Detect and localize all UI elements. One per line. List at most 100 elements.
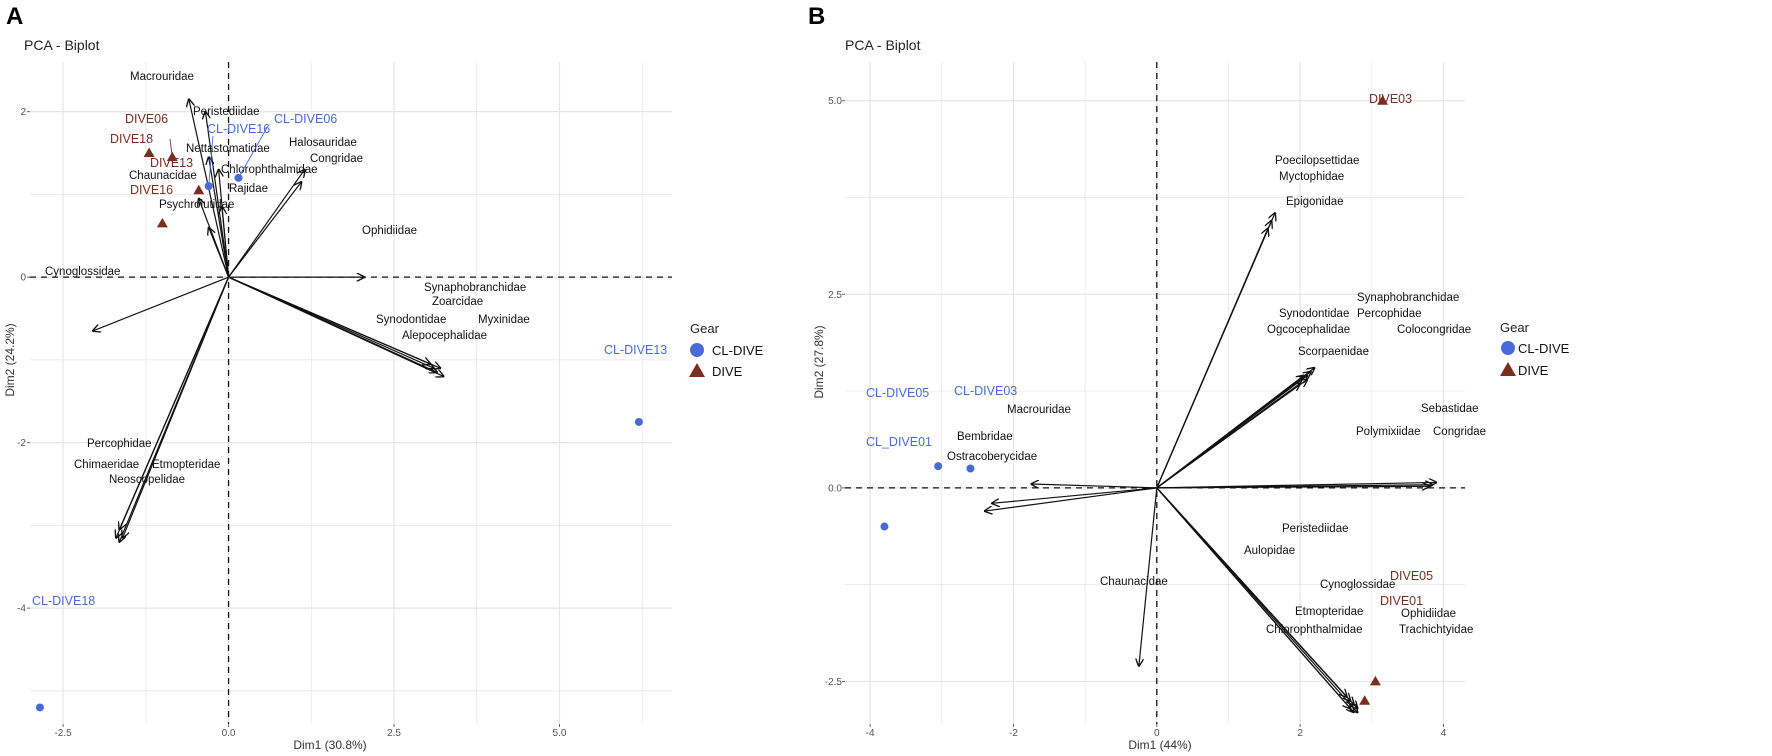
panel-b-legend-title: Gear bbox=[1500, 320, 1530, 335]
panel-a-arrow-chimaeridae bbox=[116, 276, 230, 538]
panel-b-x-tick-label: 4 bbox=[1441, 728, 1447, 739]
panel-b-label-polymixiidae: Polymixiidae bbox=[1356, 426, 1421, 438]
panel-a-arrow-psychrolutidae bbox=[209, 228, 230, 278]
panel-b-y-axis-title: Dim2 (27.8%) bbox=[812, 325, 826, 398]
panel-a-arrow-myxinidae bbox=[228, 276, 441, 368]
panel-a-y-tick-label: 2 bbox=[20, 107, 26, 118]
panel-a-legend-item-cl-dive: CL-DIVE bbox=[712, 343, 764, 358]
panel-b-label-cynoglossidae: Cynoglossidae bbox=[1320, 579, 1395, 591]
panel-b-label-aulopidae: Aulopidae bbox=[1244, 545, 1295, 557]
panel-a-label-neoscopelidae: Neoscopelidae bbox=[109, 474, 185, 486]
panel-a-x-tick-label: 0.0 bbox=[222, 728, 236, 739]
panel-a-point-label-dive06: DIVE06 bbox=[125, 112, 168, 126]
panel-b-label-congridae: Congridae bbox=[1433, 426, 1486, 438]
panel-a-individuals bbox=[35, 147, 643, 712]
panel-a-arrow-alepocephalidae bbox=[228, 276, 444, 376]
panel-a: A PCA - Biplot Macrouridae Peristediidae N… bbox=[3, 3, 764, 752]
panel-a-letter: A bbox=[6, 3, 23, 30]
panel-a-label-chimaeridae: Chimaeridae bbox=[74, 459, 139, 471]
panel-b-label-bembridae: Bembridae bbox=[957, 431, 1013, 443]
panel-b-variable-arrows bbox=[985, 213, 1437, 712]
panel-b-y-tick-label: 2.5 bbox=[828, 290, 842, 301]
panel-b-y-tick-label: 0.0 bbox=[828, 483, 842, 494]
panel-a-label-chlorophthalmidae: Chlorophthalmidae bbox=[221, 164, 318, 176]
panel-b-x-tick-label: -4 bbox=[866, 728, 875, 739]
panel-b-label-scorpaenidae: Scorpaenidae bbox=[1298, 346, 1369, 358]
panel-b-label-colocongridae: Colocongridae bbox=[1397, 324, 1471, 336]
panel-a-label-myxinidae: Myxinidae bbox=[478, 314, 530, 326]
panel-b-y-tick-label: 5.0 bbox=[828, 96, 842, 107]
panel-b-point-cl-dive01 bbox=[880, 522, 889, 531]
panel-b-point-label-dive03: DIVE03 bbox=[1369, 92, 1412, 106]
panel-a-point-dive13 bbox=[193, 184, 205, 195]
panel-b-arrow-scorpaenidae bbox=[1156, 383, 1300, 489]
panel-a-label-halosauridae: Halosauridae bbox=[289, 137, 357, 149]
panel-b-point-label-dive01: DIVE01 bbox=[1380, 594, 1423, 608]
panel-a-point-dive06 bbox=[143, 147, 155, 158]
panel-b-legend-item-cl-dive: CL-DIVE bbox=[1518, 341, 1570, 356]
panel-a-legend-circle-icon bbox=[690, 343, 704, 357]
panel-a-point-label-cl-dive18: CL-DIVE18 bbox=[32, 594, 95, 608]
panel-a-point-cl-dive18 bbox=[35, 703, 44, 712]
panel-b-point-label-cl-dive01: CL_DIVE01 bbox=[866, 435, 932, 449]
panel-b: B PCA - Biplot Poecilopsettidae Myctophid… bbox=[808, 3, 1570, 752]
panel-b-arrow-bembridae bbox=[992, 487, 1157, 503]
panel-b-individuals bbox=[880, 95, 1389, 705]
panel-b-arrow-macrouridae bbox=[1031, 484, 1157, 489]
panel-a-point-label-dive18: DIVE18 bbox=[110, 132, 153, 146]
panel-a-arrow-congridae bbox=[228, 182, 302, 278]
panel-a-legend-triangle-icon bbox=[689, 363, 705, 377]
panel-b-label-synaphobranchidae: Synaphobranchidae bbox=[1357, 292, 1459, 304]
panel-a-label-psychrolutidae: Psychrolutidae bbox=[159, 199, 234, 211]
panel-a-leader-cl-dive06 bbox=[238, 125, 269, 179]
panel-a-arrow-peristediidae bbox=[205, 112, 230, 278]
panel-a-label-zoarcidae: Zoarcidae bbox=[432, 296, 483, 308]
panel-a-x-tick-label: 2.5 bbox=[387, 728, 401, 739]
panel-a-y-tick-label: -2 bbox=[17, 438, 26, 449]
panel-b-legend-circle-icon bbox=[1501, 341, 1515, 355]
panel-b-x-axis-title: Dim1 (44%) bbox=[1128, 738, 1191, 752]
panel-b-arrow-congridae bbox=[1156, 486, 1429, 488]
panel-a-ticks: -2.5 0.0 2.5 5.0 2 0 -2 -4 bbox=[17, 107, 567, 739]
panel-b-point-dive05 bbox=[1369, 675, 1381, 686]
panel-a-label-congridae: Congridae bbox=[310, 153, 363, 165]
panel-a-arrow-cynoglossidae bbox=[93, 276, 229, 331]
panel-b-point-dive03 bbox=[1377, 95, 1389, 105]
panel-b-legend-triangle-icon bbox=[1500, 362, 1516, 376]
panel-a-label-synaphobranchidae: Synaphobranchidae bbox=[424, 282, 526, 294]
panel-a-label-percophidae: Percophidae bbox=[87, 438, 152, 450]
panel-a-label-cynoglossidae: Cynoglossidae bbox=[45, 266, 120, 278]
panel-b-label-trachichtyidae: Trachichtyidae bbox=[1399, 624, 1473, 636]
panel-b-arrow-epigonidae bbox=[1156, 228, 1268, 489]
panel-b-label-ogcocephalidae: Ogcocephalidae bbox=[1267, 324, 1350, 336]
panel-a-arrow-nettastomatidae bbox=[209, 157, 230, 278]
panel-b-point-label-dive05: DIVE05 bbox=[1390, 569, 1433, 583]
panel-b-legend-item-dive: DIVE bbox=[1518, 363, 1549, 378]
panel-b-label-epigonidae: Epigonidae bbox=[1286, 196, 1344, 208]
panel-b-letter: B bbox=[808, 3, 825, 30]
panel-b-ticks: -4 -2 0 2 4 5.0 2.5 0.0 -2.5 bbox=[825, 96, 1447, 739]
panel-b-label-synodontidae: Synodontidae bbox=[1279, 308, 1349, 320]
panel-a-point-label-cl-dive13: CL-DIVE13 bbox=[604, 343, 667, 357]
panel-a-title: PCA - Biplot bbox=[24, 37, 100, 53]
panel-b-label-peristediidae: Peristediidae bbox=[1282, 523, 1348, 535]
panel-b-point-cl-dive05 bbox=[934, 462, 943, 471]
panel-a-variable-arrows bbox=[93, 99, 444, 542]
panel-a-label-nettastomatidae: Nettastomatidae bbox=[186, 143, 270, 155]
panel-a-x-axis-title: Dim1 (30.8%) bbox=[293, 738, 366, 752]
panel-b-point-label-cl-dive05: CL-DIVE05 bbox=[866, 386, 929, 400]
panel-a-label-peristediidae: Peristediidae bbox=[193, 106, 259, 118]
panel-a-y-tick-label: -4 bbox=[17, 604, 26, 615]
panel-a-label-macrouridae: Macrouridae bbox=[130, 71, 194, 83]
panel-b-variable-labels: Poecilopsettidae Myctophidae Epigonidae Syn… bbox=[866, 92, 1486, 636]
panel-b-label-chlorophthalmidae: Chlorophthalmidae bbox=[1266, 624, 1363, 636]
panel-b-legend: Gear CL-DIVE DIVE bbox=[1500, 320, 1570, 378]
panel-a-point-label-dive16: DIVE16 bbox=[130, 183, 173, 197]
panel-b-point-label-cl-dive03: CL-DIVE03 bbox=[954, 384, 1017, 398]
panel-b-grid bbox=[845, 62, 1465, 724]
panel-a-arrow-neoscopelidae bbox=[119, 276, 230, 542]
panel-a-y-axis-title: Dim2 (24.2%) bbox=[3, 323, 17, 396]
panel-b-label-percophidae: Percophidae bbox=[1357, 308, 1422, 320]
panel-b-label-chaunacidae: Chaunacidae bbox=[1100, 576, 1168, 588]
panel-a-variable-labels: Macrouridae Peristediidae Nettastomatidae C… bbox=[32, 71, 667, 608]
